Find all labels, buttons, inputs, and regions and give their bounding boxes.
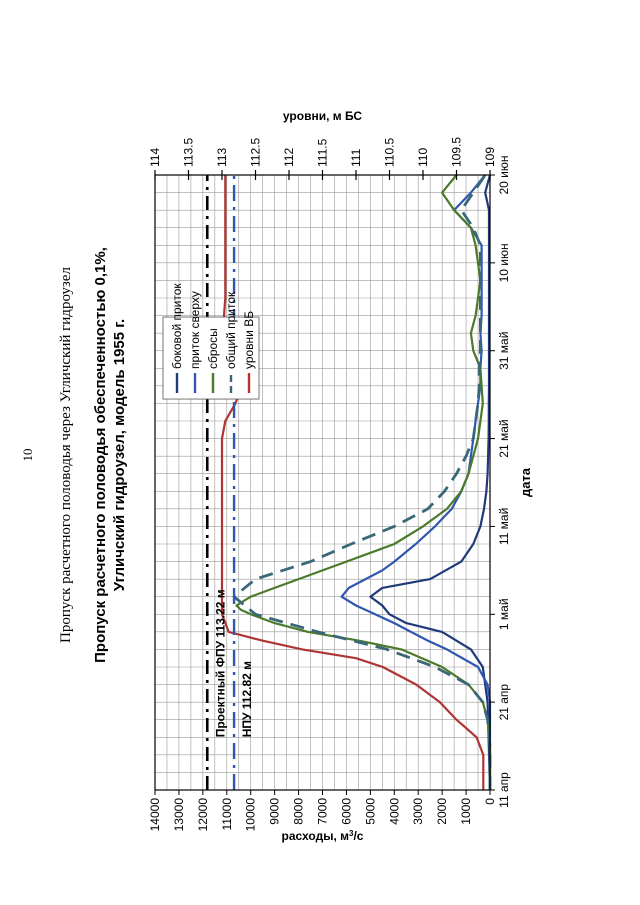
series-line [232, 174, 492, 790]
x-tick-label: 21 май [497, 419, 511, 457]
y-axis-right-label: уровни, м БС [283, 109, 363, 123]
fpu-label: Проектный ФПУ 113.22 м [213, 589, 227, 737]
chart-title: Пропуск расчетного половодья обеспеченно… [92, 247, 128, 663]
x-tick-label: 31 май [497, 332, 511, 370]
axis-labels: расходы, м3/с уровни, м БС дата [282, 109, 533, 843]
y-left-tick-label: 14000 [148, 798, 162, 832]
x-tick-label: 11 май [497, 508, 511, 545]
series-line [235, 174, 492, 790]
reference-lines [205, 175, 236, 790]
legend-label: уровни ВБ [242, 311, 256, 369]
plot-series [220, 174, 492, 791]
page-header: 10 Пропуск расчетного половодья через Уг… [20, 267, 74, 643]
y-right-tick-label: 112.5 [249, 138, 263, 167]
y-right-tick-label: 109.5 [450, 137, 464, 167]
y-right-tick-label: 114 [148, 148, 162, 167]
legend-box [162, 316, 260, 400]
y-right-tick-label: 110.5 [383, 138, 397, 167]
y-left-tick-label: 12000 [196, 798, 210, 832]
y-left-tick-label: 13000 [172, 798, 186, 832]
x-tick-label: 21 апр [497, 684, 511, 721]
y-left-tick-label: 7000 [316, 798, 330, 825]
plot-ticks: 0 1000 2000 3000 4000 5000 6000 7000 8000 9000 100… [148, 137, 511, 832]
y-left-tick-label: 2000 [435, 798, 449, 825]
x-tick-label: 1 май [497, 598, 511, 630]
y-left-tick-label: 8000 [292, 798, 306, 825]
y-axis-left-label: расходы, м3/с [282, 829, 364, 844]
x-axis-label: дата [518, 467, 533, 497]
x-tick-label: 10 июн [497, 243, 511, 282]
y-axis-left-label-tail: /с [353, 829, 363, 843]
y-left-tick-label: 1000 [459, 798, 473, 825]
y-right-tick-label: 112 [282, 148, 296, 167]
y-right-tick-label: 111.5 [316, 138, 330, 167]
legend-label: общий приток [224, 291, 238, 369]
y-right-tick-label: 110 [416, 148, 430, 167]
page-number: 10 [20, 449, 35, 462]
y-right-tick-label: 109 [483, 147, 497, 167]
series-line [369, 174, 492, 791]
y-left-tick-label: 4000 [387, 798, 401, 825]
y-left-tick-label: 5000 [363, 798, 377, 825]
running-header: Пропуск расчетного половодья через Углич… [58, 267, 74, 643]
y-left-tick-label: 9000 [268, 798, 282, 825]
legend-label: приток сверху [188, 291, 202, 369]
chart-title-line1: Пропуск расчетного половодья обеспеченно… [92, 247, 109, 663]
npu-label: НПУ 112.82 м [240, 661, 254, 737]
legend-label: сбросы [206, 328, 220, 369]
chart-title-line2: Угличский гидроузел, модель 1955 г. [111, 319, 128, 591]
y-left-tick-label: 11000 [220, 798, 234, 831]
legend-label: боковой приток [170, 283, 184, 369]
y-axis-left-label-sup: 3 [349, 829, 354, 838]
plot-grid [154, 174, 491, 791]
series-line [220, 175, 485, 790]
y-axis-left-label-main: расходы, м [282, 829, 350, 843]
y-left-tick-label: 6000 [339, 798, 353, 825]
y-left-tick-label: 3000 [411, 798, 425, 825]
y-left-tick-label: 0 [483, 798, 497, 805]
plot-annotations: Проектный ФПУ 113.22 м НПУ 112.82 м [213, 589, 254, 737]
series-line [340, 174, 492, 790]
x-tick-label: 20 июн [497, 155, 511, 194]
legend: боковой приток приток сверху сбросы общий п… [162, 283, 260, 400]
y-left-tick-label: 10000 [244, 798, 258, 832]
y-right-tick-label: 113 [215, 148, 229, 167]
y-right-tick-label: 113.5 [182, 138, 196, 167]
y-right-tick-label: 111 [349, 148, 363, 167]
x-tick-label: 11 апр [497, 772, 511, 808]
